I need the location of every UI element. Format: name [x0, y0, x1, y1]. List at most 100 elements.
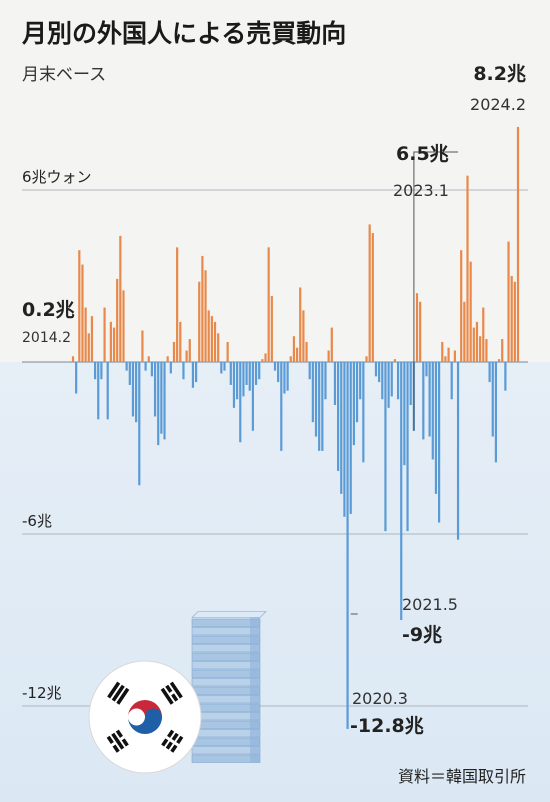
bar-negative — [93, 362, 97, 380]
bar-negative — [194, 362, 198, 383]
bar-negative — [245, 362, 248, 385]
bar-positive — [78, 250, 81, 362]
bar-negative — [163, 362, 166, 440]
bar-negative — [431, 362, 434, 460]
bar-negative — [248, 362, 251, 391]
bar-positive — [475, 321, 479, 362]
annotation-period: 2020.3 — [352, 689, 408, 708]
annotation-value: 6.5兆 — [396, 143, 449, 165]
annotation-value: 0.2兆 — [22, 299, 75, 321]
bar-negative — [343, 362, 346, 517]
bar-positive — [453, 350, 456, 362]
bar-negative — [359, 362, 362, 400]
bar-negative — [333, 362, 337, 405]
bar-negative — [311, 362, 314, 423]
bar-positive — [84, 307, 87, 362]
bar-positive — [330, 327, 333, 362]
bar-positive — [201, 255, 204, 362]
negative-region-bg — [0, 362, 550, 802]
bar-negative — [381, 362, 384, 400]
bar-positive — [460, 250, 463, 362]
annotation-value: -12.8兆 — [350, 715, 424, 737]
bar-positive — [466, 175, 469, 362]
bar-negative — [251, 362, 254, 431]
bar-negative — [406, 362, 409, 532]
bar-positive — [81, 264, 84, 362]
y-tick-label: -6兆 — [22, 512, 52, 530]
bar-negative — [229, 362, 232, 385]
bar-negative — [488, 362, 491, 383]
bar-positive — [415, 293, 419, 362]
bar-positive — [172, 341, 176, 362]
chart-title: 月別の外国人による売買動向 — [22, 19, 347, 48]
bar-negative — [378, 362, 381, 383]
bar-negative — [277, 362, 280, 383]
bar-positive — [365, 356, 368, 362]
bar-negative — [135, 362, 138, 423]
bar-negative — [223, 362, 226, 371]
bar-positive — [270, 296, 273, 362]
bar-negative — [324, 362, 327, 400]
annotation-period: 2021.5 — [402, 595, 458, 614]
bar-negative — [337, 362, 340, 471]
bar-negative — [153, 362, 157, 417]
annotation-period: 2014.2 — [22, 330, 71, 346]
bar-negative — [321, 362, 324, 451]
bar-negative — [144, 362, 147, 371]
bar-negative — [450, 362, 453, 400]
bar-positive — [299, 287, 302, 362]
bar-negative — [352, 362, 355, 446]
bar-negative — [97, 362, 100, 420]
bar-negative — [182, 362, 185, 380]
y-tick-label: -12兆 — [22, 684, 62, 702]
bar-negative — [100, 362, 103, 380]
bar-negative — [340, 362, 343, 494]
bar-negative — [131, 362, 135, 417]
bar-negative — [387, 362, 390, 408]
bar-negative — [390, 362, 393, 397]
bar-negative — [396, 362, 400, 400]
bar-positive — [210, 316, 213, 362]
bar-negative — [308, 362, 311, 380]
bar-positive — [295, 347, 299, 362]
bar-positive — [327, 350, 330, 362]
bar-positive — [371, 233, 374, 362]
bar-positive — [90, 316, 94, 362]
bar-negative — [318, 362, 321, 451]
bar-negative — [504, 362, 507, 391]
bar-positive — [213, 321, 217, 362]
bar-negative — [242, 362, 245, 397]
bar-positive — [103, 307, 106, 362]
bar-positive — [87, 333, 90, 362]
bar-negative — [456, 362, 460, 540]
bar-negative — [150, 362, 153, 377]
bar-positive — [463, 301, 466, 362]
bar-positive — [444, 356, 447, 362]
bar-negative — [286, 362, 289, 391]
bar-negative — [434, 362, 438, 494]
bar-negative — [169, 362, 172, 374]
bar-positive — [368, 224, 371, 362]
bar-negative — [409, 362, 412, 405]
bar-negative — [362, 362, 365, 463]
bar-negative — [280, 362, 283, 451]
bar-positive — [166, 356, 169, 362]
bar-positive — [510, 276, 513, 362]
bar-negative — [346, 362, 349, 729]
bar-negative — [258, 362, 261, 380]
bar-negative — [191, 362, 195, 388]
bar-positive — [261, 359, 264, 362]
bar-positive — [188, 339, 191, 362]
bar-positive — [472, 327, 475, 362]
bar-positive — [119, 235, 122, 362]
bar-negative — [355, 362, 359, 423]
bar-positive — [513, 281, 516, 362]
bar-positive — [122, 290, 125, 362]
bar-negative — [428, 362, 431, 437]
bar-positive — [116, 278, 119, 362]
bar-positive — [485, 339, 488, 362]
bar-positive — [267, 247, 270, 362]
bar-positive — [292, 336, 296, 362]
